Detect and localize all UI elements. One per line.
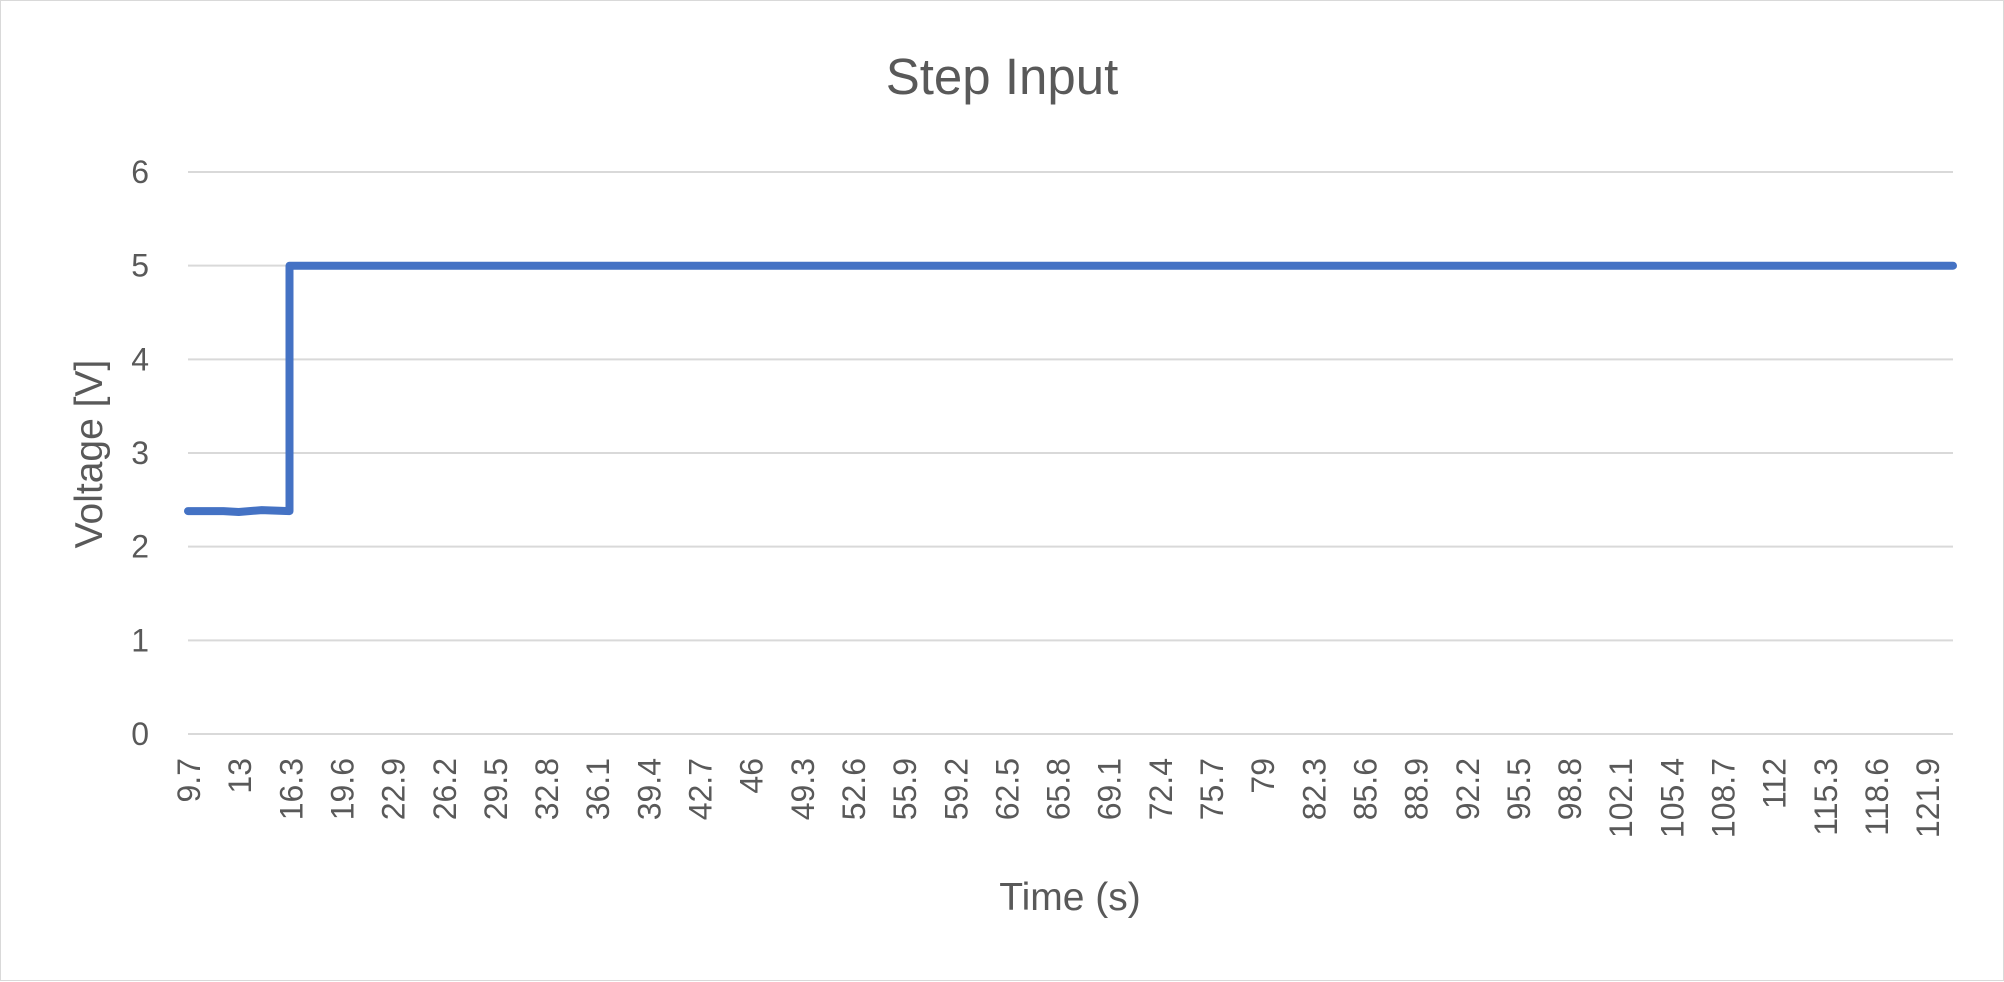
x-axis-tick-labels: 9.7 13 16.3 19.6 22.9 26.2 29.5 32.8 36.1 39.4 42.…	[171, 758, 1946, 838]
y-tick-label: 5	[131, 248, 149, 284]
x-tick-label: 16.3	[273, 758, 309, 820]
x-tick-label: 85.6	[1347, 758, 1383, 820]
x-tick-label: 82.3	[1296, 758, 1332, 820]
chart-title: Step Input	[886, 48, 1119, 105]
x-tick-label: 115.3	[1808, 758, 1844, 836]
x-axis-title: Time (s)	[999, 876, 1141, 919]
series-line-0	[184, 261, 1957, 516]
y-tick-label: 6	[131, 154, 149, 190]
x-tick-label: 22.9	[376, 758, 412, 820]
y-tick-label: 0	[131, 716, 149, 752]
x-tick-label: 39.4	[631, 758, 667, 820]
y-tick-label: 3	[131, 435, 149, 471]
x-tick-label: 98.8	[1552, 758, 1588, 820]
x-tick-label: 46	[734, 758, 770, 794]
x-tick-label: 42.7	[683, 758, 719, 820]
y-axis-title: Voltage [V]	[68, 360, 111, 549]
x-tick-label: 32.8	[529, 758, 565, 820]
series-layer	[184, 261, 1957, 516]
x-tick-label: 102.1	[1603, 758, 1639, 838]
y-tick-label: 1	[131, 622, 149, 658]
x-tick-label: 36.1	[580, 758, 616, 820]
y-tick-label: 4	[131, 341, 149, 377]
x-tick-label: 121.9	[1910, 758, 1946, 838]
x-tick-label: 65.8	[1041, 758, 1077, 820]
x-tick-label: 88.9	[1399, 758, 1435, 820]
y-axis-tick-labels: 0 1 2 3 4 5 6	[131, 154, 149, 752]
x-tick-label: 29.5	[478, 758, 514, 820]
x-tick-label: 9.7	[171, 758, 207, 802]
x-tick-label: 62.5	[989, 758, 1025, 820]
x-tick-label: 118.6	[1859, 758, 1895, 836]
x-tick-label: 55.9	[887, 758, 923, 820]
x-tick-label: 49.3	[785, 758, 821, 820]
x-tick-label: 69.1	[1092, 758, 1128, 820]
x-tick-label: 19.6	[324, 758, 360, 820]
x-tick-label: 95.5	[1501, 758, 1537, 820]
x-tick-label: 59.2	[938, 758, 974, 820]
x-tick-label: 79	[1245, 758, 1281, 794]
x-tick-label: 52.6	[836, 758, 872, 820]
x-tick-label: 26.2	[427, 758, 463, 820]
gridlines	[188, 171, 1953, 735]
y-tick-label: 2	[131, 529, 149, 565]
x-tick-label: 72.4	[1143, 758, 1179, 820]
x-tick-label: 105.4	[1654, 758, 1690, 838]
x-tick-label: 92.2	[1450, 758, 1486, 820]
x-tick-label: 13	[222, 758, 258, 794]
x-tick-label: 112	[1757, 758, 1793, 809]
x-tick-label: 75.7	[1194, 758, 1230, 820]
x-tick-label: 108.7	[1706, 758, 1742, 838]
